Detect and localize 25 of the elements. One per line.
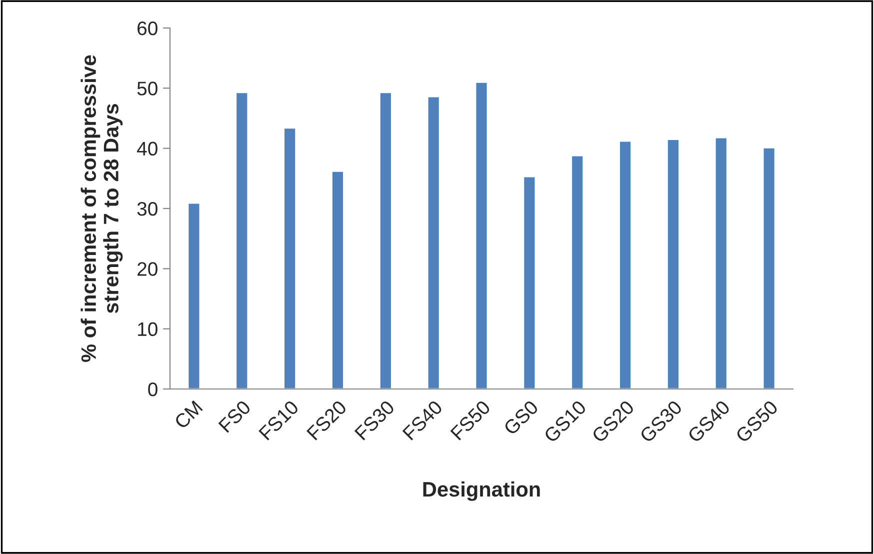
bar [618,140,632,389]
bar [283,127,296,389]
bar [331,170,344,389]
y-tick-label: 20 [138,262,158,276]
x-tick-label: CM [174,400,203,430]
y-tick-label: 10 [138,322,158,336]
y-tick-label: 30 [137,202,158,216]
bar [714,136,728,389]
y-tick-label: 60 [138,21,158,36]
bar [666,138,680,389]
y-tick-label: 50 [137,82,158,96]
y-axis-title: % of increment of compressive strength 7 to 28 Days [80,55,123,362]
y-tick-label: 0 [148,382,158,396]
bar [522,176,536,389]
x-tick-label: GS0 [502,400,539,436]
bar [426,96,440,389]
y-tick-label: 40 [137,142,158,156]
x-tick-label: FS0 [218,400,252,433]
x-axis-title: Designation [423,481,540,501]
bar [378,92,392,389]
bar [235,92,249,389]
bar [474,81,488,389]
bar [570,154,584,389]
bar [187,202,201,389]
bar [762,147,776,389]
